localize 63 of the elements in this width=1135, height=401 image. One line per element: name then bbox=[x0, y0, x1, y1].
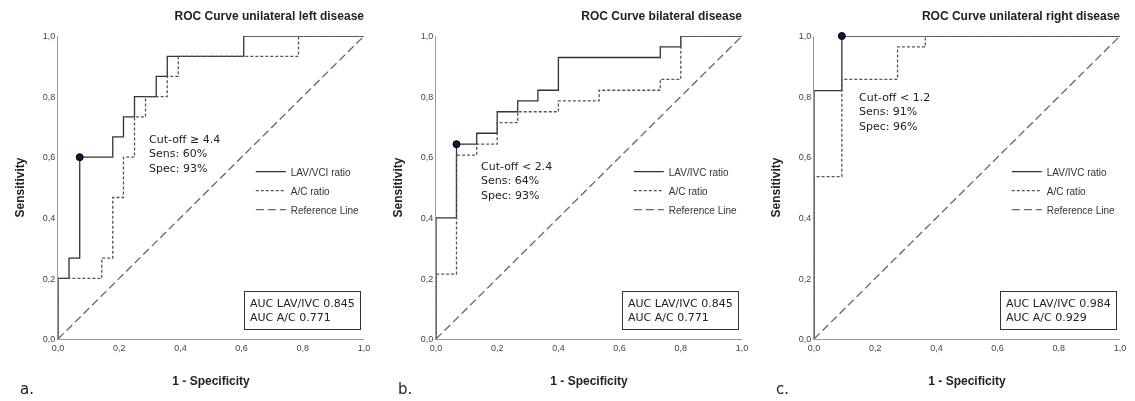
y-tick-label: 0,2 bbox=[798, 273, 812, 284]
y-tick-label: 0,4 bbox=[42, 212, 56, 223]
x-tick-label: 0,2 bbox=[490, 342, 504, 353]
legend-label: A/C ratio bbox=[668, 185, 709, 197]
legend-label: A/C ratio bbox=[290, 185, 331, 197]
legend-label: LAV/IVC ratio bbox=[668, 166, 730, 178]
chart-title: ROC Curve bilateral disease bbox=[581, 9, 743, 24]
y-tick-label: 0,6 bbox=[798, 152, 812, 163]
legend-label: A/C ratio bbox=[1046, 185, 1087, 197]
annotation: Cut-off < 1.2 Sens: 91% Spec: 96% bbox=[859, 91, 931, 133]
x-tick-label: 0,4 bbox=[930, 342, 943, 353]
chart-title: ROC Curve unilateral right disease bbox=[921, 9, 1121, 24]
annotation: Cut-off ≥ 4.4 Sens: 60% Spec: 93% bbox=[149, 133, 221, 175]
x-axis-title: 1 - Specificity bbox=[172, 374, 250, 388]
chart-title: ROC Curve unilateral left disease bbox=[174, 9, 365, 24]
y-tick-label: 0,6 bbox=[420, 152, 434, 163]
x-tick-label: 0,4 bbox=[174, 342, 187, 353]
text: c. bbox=[776, 380, 790, 398]
y-axis-title: Sensitivity bbox=[13, 157, 27, 218]
y-tick-label: 0,6 bbox=[42, 152, 56, 163]
y-tick-label: 0,4 bbox=[798, 212, 812, 223]
x-tick-label: 0,0 bbox=[429, 342, 443, 353]
annotation: AUC LAV/IVC 0.984 AUC A/C 0.929 bbox=[1006, 297, 1111, 325]
y-axis-title: Sensitivity bbox=[769, 157, 783, 218]
y-tick-label: 0,0 bbox=[798, 334, 812, 345]
annotation: Cut-off < 2.4 Sens: 64% Spec: 93% bbox=[481, 160, 553, 202]
y-tick-label: 0,4 bbox=[420, 212, 434, 223]
annotation: AUC LAV/IVC 0.845 AUC A/C 0.771 bbox=[250, 297, 355, 325]
y-tick-label: 1,0 bbox=[42, 31, 56, 42]
x-tick-label: 0,8 bbox=[674, 342, 688, 353]
legend-label: LAV/IVC ratio bbox=[1046, 166, 1108, 178]
y-tick-label: 0,8 bbox=[420, 91, 434, 102]
y-tick-label: 1,0 bbox=[420, 31, 434, 42]
legend-label: Reference Line bbox=[1046, 204, 1116, 216]
x-tick-label: 0,6 bbox=[613, 342, 626, 353]
x-tick-label: 0,4 bbox=[552, 342, 565, 353]
y-tick-label: 0,2 bbox=[420, 273, 434, 284]
y-tick-label: 0,0 bbox=[42, 334, 56, 345]
x-tick-label: 1,0 bbox=[1113, 342, 1127, 353]
y-tick-label: 0,2 bbox=[42, 273, 56, 284]
annotation: AUC LAV/IVC 0.845 AUC A/C 0.771 bbox=[628, 297, 733, 325]
x-tick-label: 0,8 bbox=[296, 342, 310, 353]
x-axis-title: 1 - Specificity bbox=[928, 374, 1006, 388]
x-tick-label: 0,6 bbox=[235, 342, 248, 353]
x-tick-label: 0,0 bbox=[51, 342, 65, 353]
y-tick-label: 0,0 bbox=[420, 334, 434, 345]
text: b. bbox=[398, 380, 413, 398]
y-tick-label: 0,8 bbox=[42, 91, 56, 102]
x-tick-label: 0,8 bbox=[1052, 342, 1066, 353]
y-tick-label: 1,0 bbox=[798, 31, 812, 42]
y-axis-title: Sensitivity bbox=[391, 157, 405, 218]
text: a. bbox=[20, 380, 34, 398]
x-tick-label: 0,2 bbox=[112, 342, 126, 353]
x-tick-label: 0,2 bbox=[868, 342, 882, 353]
x-tick-label: 0,6 bbox=[991, 342, 1004, 353]
legend-label: Reference Line bbox=[668, 204, 738, 216]
x-tick-label: 1,0 bbox=[357, 342, 371, 353]
legend-label: Reference Line bbox=[290, 204, 360, 216]
y-tick-label: 0,8 bbox=[798, 91, 812, 102]
x-axis-title: 1 - Specificity bbox=[550, 374, 628, 388]
x-tick-label: 0,0 bbox=[807, 342, 821, 353]
x-tick-label: 1,0 bbox=[735, 342, 749, 353]
legend-label: LAV/VCI ratio bbox=[290, 166, 352, 178]
